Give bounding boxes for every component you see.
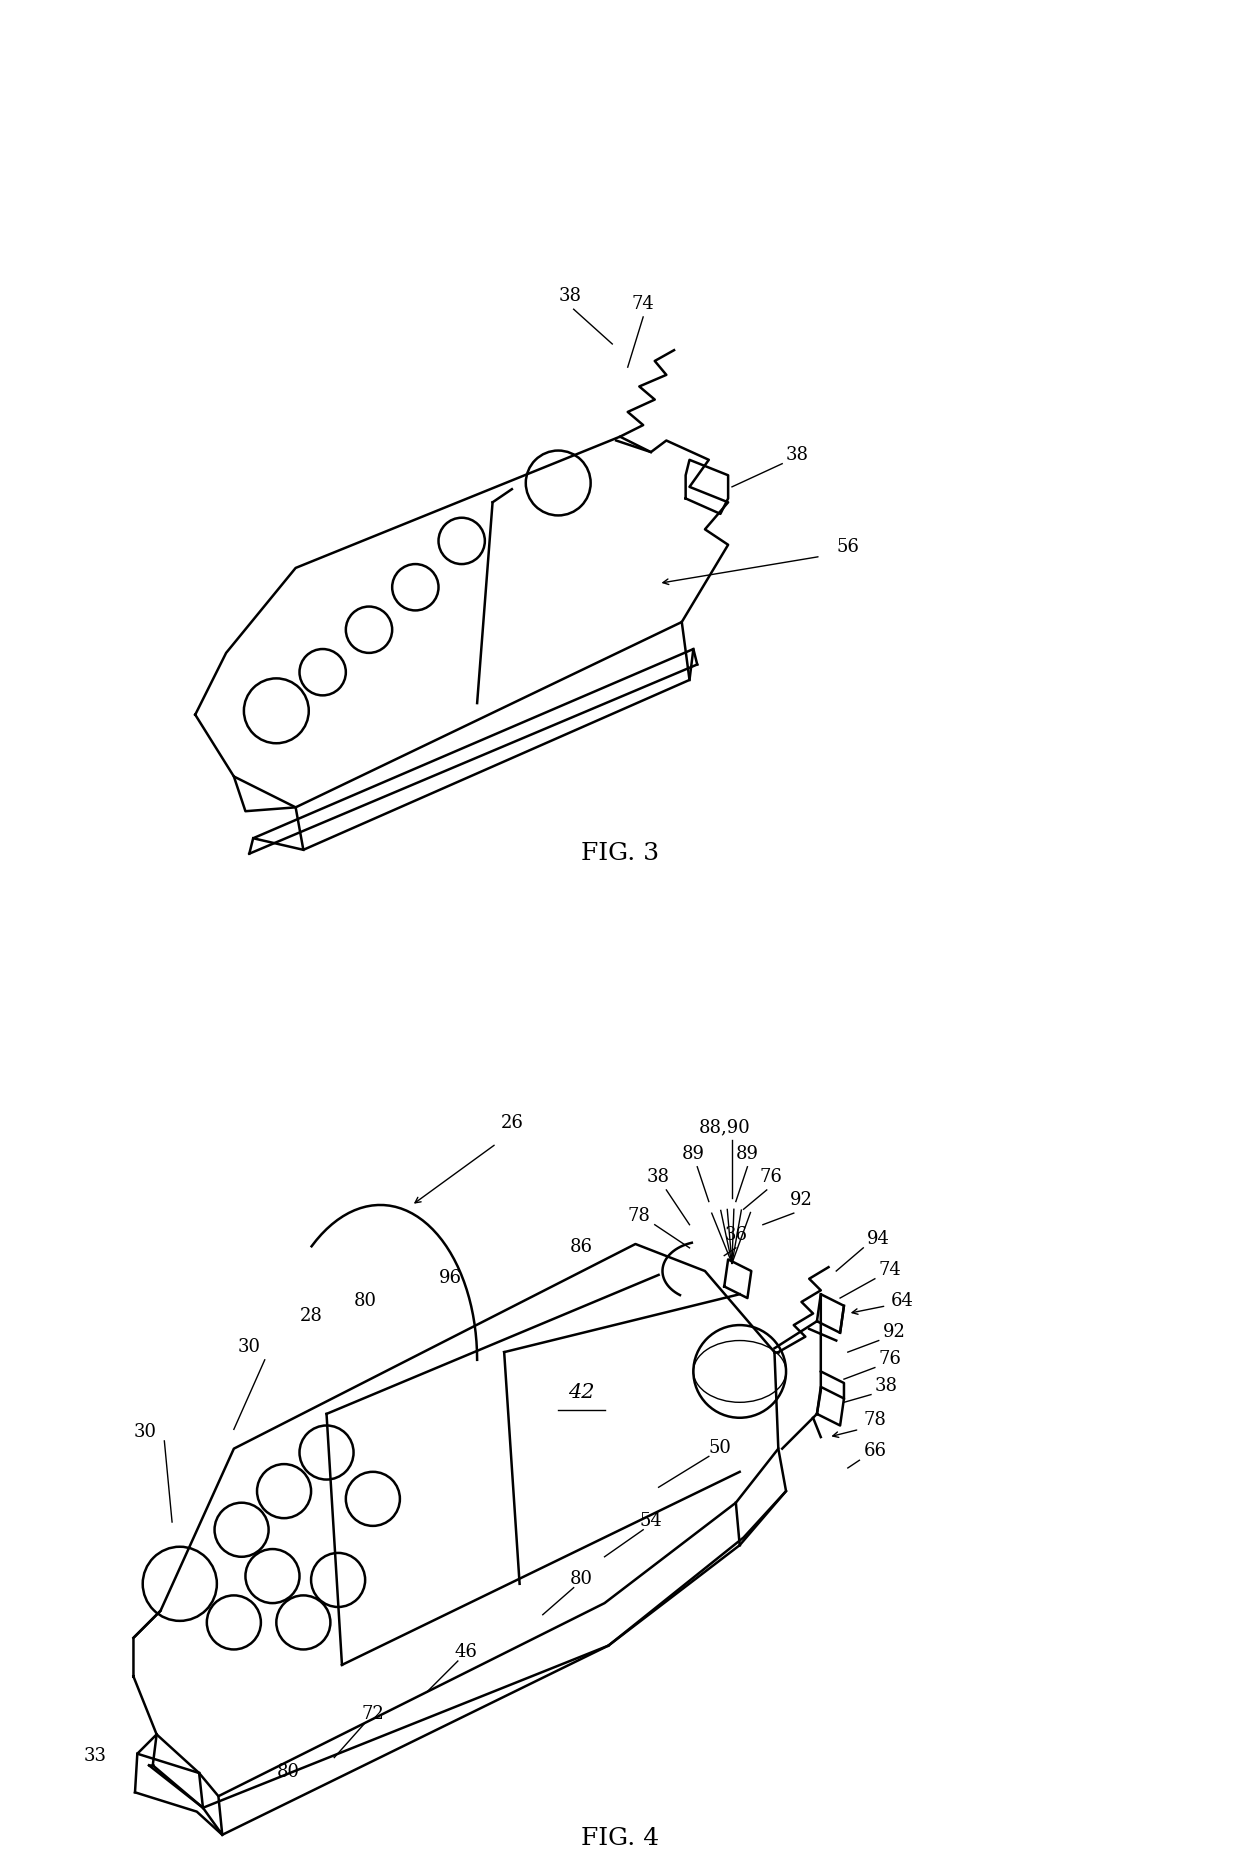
Text: 76: 76 xyxy=(759,1168,782,1187)
Text: 74: 74 xyxy=(879,1261,901,1278)
Text: 92: 92 xyxy=(883,1323,905,1340)
Text: 33: 33 xyxy=(83,1747,107,1765)
Text: 92: 92 xyxy=(790,1191,813,1209)
Text: 64: 64 xyxy=(890,1291,913,1310)
Text: 26: 26 xyxy=(501,1114,523,1133)
Text: 86: 86 xyxy=(570,1237,593,1256)
Text: 78: 78 xyxy=(627,1207,651,1224)
Text: 38: 38 xyxy=(558,287,582,306)
Text: 36: 36 xyxy=(724,1226,748,1245)
Text: 76: 76 xyxy=(879,1349,901,1368)
Text: 38: 38 xyxy=(647,1168,670,1187)
Text: 30: 30 xyxy=(238,1338,260,1357)
Text: 96: 96 xyxy=(439,1269,461,1288)
Text: 50: 50 xyxy=(709,1439,732,1457)
Text: 94: 94 xyxy=(867,1230,890,1248)
Text: 80: 80 xyxy=(277,1763,299,1780)
Text: 89: 89 xyxy=(735,1146,759,1163)
Text: 89: 89 xyxy=(682,1146,704,1163)
Text: 74: 74 xyxy=(632,295,655,313)
Text: FIG. 3: FIG. 3 xyxy=(580,842,660,866)
Text: FIG. 4: FIG. 4 xyxy=(580,1827,660,1851)
Text: 30: 30 xyxy=(134,1424,156,1441)
Text: 54: 54 xyxy=(640,1511,662,1530)
Text: 38: 38 xyxy=(786,446,808,465)
Text: 88,90: 88,90 xyxy=(698,1118,750,1136)
Text: 80: 80 xyxy=(570,1569,593,1588)
Text: 42: 42 xyxy=(568,1383,595,1403)
Text: 80: 80 xyxy=(353,1291,377,1310)
Text: 38: 38 xyxy=(875,1377,898,1394)
Text: 46: 46 xyxy=(454,1644,477,1661)
Text: 78: 78 xyxy=(863,1411,887,1429)
Text: 66: 66 xyxy=(863,1442,887,1461)
Text: 72: 72 xyxy=(362,1706,384,1722)
Text: 56: 56 xyxy=(836,539,859,556)
Text: 28: 28 xyxy=(300,1308,322,1325)
